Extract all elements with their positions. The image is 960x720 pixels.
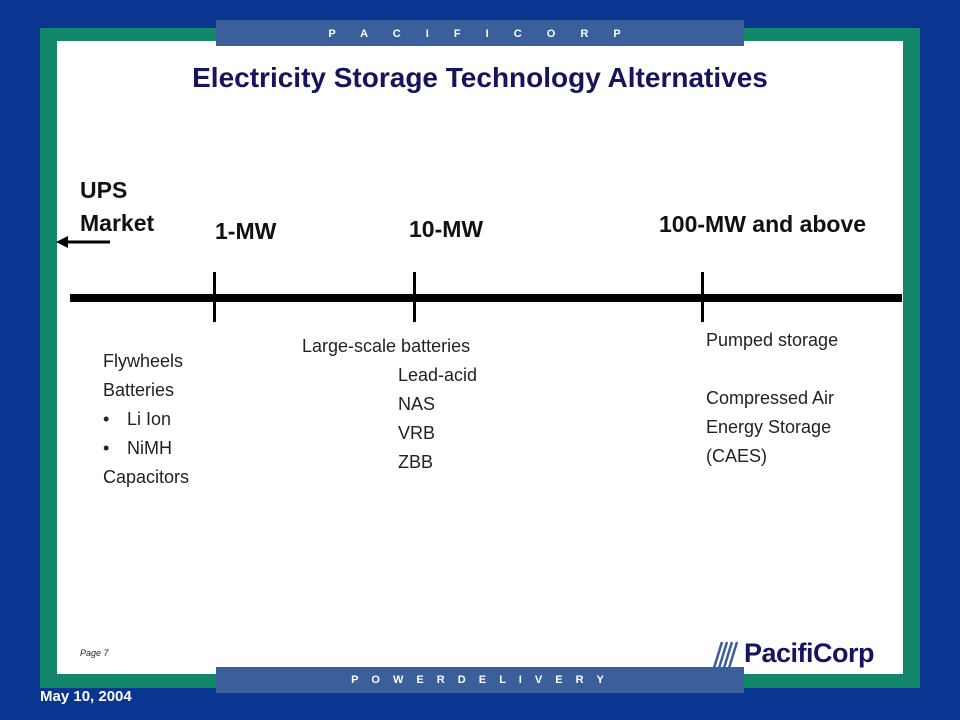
bullet-icon: • xyxy=(103,438,110,458)
left-arrow-icon xyxy=(56,236,110,248)
bullet-text: NiMH xyxy=(127,438,172,458)
pacificorp-logo-mark-icon xyxy=(712,641,739,669)
technology-group-100mw: Pumped storage Compressed Air Energy Sto… xyxy=(706,326,838,471)
page-number: Page 7 xyxy=(80,648,109,658)
bullet-icon: • xyxy=(103,409,110,429)
slide-panel xyxy=(57,41,903,674)
group-heading: Large-scale batteries xyxy=(302,336,471,356)
scale-label-1mw: 1-MW xyxy=(215,218,277,244)
technology-group-10mw: Large-scale batteries Lead-acid NAS VRB … xyxy=(302,332,477,477)
bullet-text: Li Ion xyxy=(127,409,172,429)
date-label: May 10, 2004 xyxy=(40,688,132,705)
list-item: Batteries xyxy=(103,380,175,400)
ups-label-line2: Market xyxy=(80,210,155,236)
list-item: Flywheels xyxy=(103,351,184,371)
scale-tick-10mw xyxy=(413,272,416,322)
list-item: Compressed Air xyxy=(706,388,835,408)
scale-tick-100mw xyxy=(701,272,704,322)
scale-label-10mw: 10-MW xyxy=(409,216,484,242)
list-item: (CAES) xyxy=(706,446,768,466)
ups-label-line1: UPS xyxy=(80,177,128,203)
scale-axis-line xyxy=(70,294,902,302)
list-item: Lead-acid xyxy=(398,365,478,385)
scale-label-100mw: 100-MW and above xyxy=(659,211,867,237)
list-item: NAS xyxy=(398,394,436,414)
technology-group-1mw: Flywheels Batteries • Li Ion • NiMH Capaci… xyxy=(103,347,189,492)
list-item: Capacitors xyxy=(103,467,190,487)
list-item: Energy Storage xyxy=(706,417,832,437)
bullet-item: • NiMH xyxy=(103,434,189,463)
list-item: VRB xyxy=(398,423,436,443)
slide-title: Electricity Storage Technology Alternati… xyxy=(192,62,768,93)
logo-text: PacifiCorp xyxy=(744,638,875,668)
ups-market-label: UPS Market xyxy=(80,174,154,240)
pacificorp-logo: PacifiCorp xyxy=(710,638,900,672)
spacer xyxy=(706,355,838,384)
list-item: ZBB xyxy=(398,452,434,472)
scale-tick-1mw xyxy=(213,272,216,322)
list-item: Pumped storage xyxy=(706,330,839,350)
header-band: P A C I F I C O R P xyxy=(216,20,744,46)
footer-band: P O W E R D E L I V E R Y xyxy=(216,667,744,693)
bullet-item: • Li Ion xyxy=(103,405,189,434)
